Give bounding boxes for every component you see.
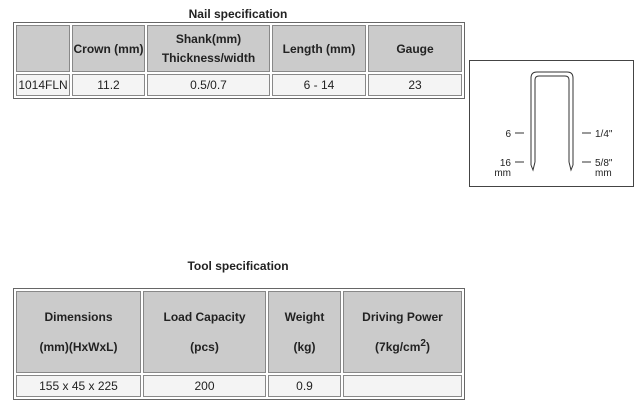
label: mm — [494, 168, 511, 179]
header: ) — [425, 340, 430, 354]
cell: 0.5/0.7 — [147, 74, 270, 96]
header-cell: Length (mm) — [272, 25, 366, 72]
superscript: 2 — [420, 338, 426, 349]
tool-title: Tool specification — [187, 259, 289, 273]
header: Crown (mm) — [73, 41, 144, 56]
header-cell: Crown (mm) — [72, 25, 145, 72]
tool-table: Dimensions (mm)(HxWxL) Load Capacity (pcs)… — [13, 288, 465, 400]
header-cell: Load Capacity (pcs) — [143, 291, 266, 373]
cell: 0.9 — [268, 375, 341, 397]
header: Length (mm) — [282, 41, 356, 56]
header: Thickness/width — [161, 50, 256, 65]
cell: 11.2 — [72, 74, 145, 96]
label: 6 — [505, 129, 511, 140]
header: (mm)(HxWxL) — [39, 340, 118, 354]
cell: 155 x 45 x 225 — [16, 375, 141, 397]
header: Dimensions — [44, 310, 113, 324]
header-cell: Shank(mm) Thickness/width — [147, 25, 270, 72]
header-cell: Weight (kg) — [268, 291, 341, 373]
staple-inner — [534, 75, 570, 162]
header-cell: Gauge — [368, 25, 462, 72]
cell: 6 - 14 — [272, 74, 366, 96]
header: (7kg/cm — [375, 340, 421, 354]
cell — [343, 375, 462, 397]
label: mm — [595, 168, 612, 179]
header: Shank(mm) — [175, 31, 242, 46]
nail-table: Crown (mm) Shank(mm) Thickness/width Leng… — [13, 22, 465, 99]
header-cell — [16, 25, 70, 72]
header: Weight — [284, 310, 325, 324]
header-cell: Driving Power (7kg/cm2) — [343, 291, 462, 373]
header: Gauge — [396, 41, 434, 56]
header: (pcs) — [190, 340, 219, 354]
label: 16 — [500, 158, 512, 169]
cell: 1014FLN — [16, 74, 70, 96]
staple-outer — [530, 71, 574, 165]
label: 1/4" — [595, 129, 613, 140]
header: Driving Power — [362, 310, 443, 324]
cell: 23 — [368, 74, 462, 96]
header: Load Capacity — [163, 310, 246, 324]
header-cell: Dimensions (mm)(HxWxL) — [16, 291, 141, 373]
header: (kg) — [293, 340, 316, 354]
diagram-box — [469, 60, 634, 187]
cell: 200 — [143, 375, 266, 397]
nail-title: Nail specification — [188, 7, 288, 21]
staple-points — [530, 161, 574, 172]
label: 5/8" — [595, 158, 613, 169]
